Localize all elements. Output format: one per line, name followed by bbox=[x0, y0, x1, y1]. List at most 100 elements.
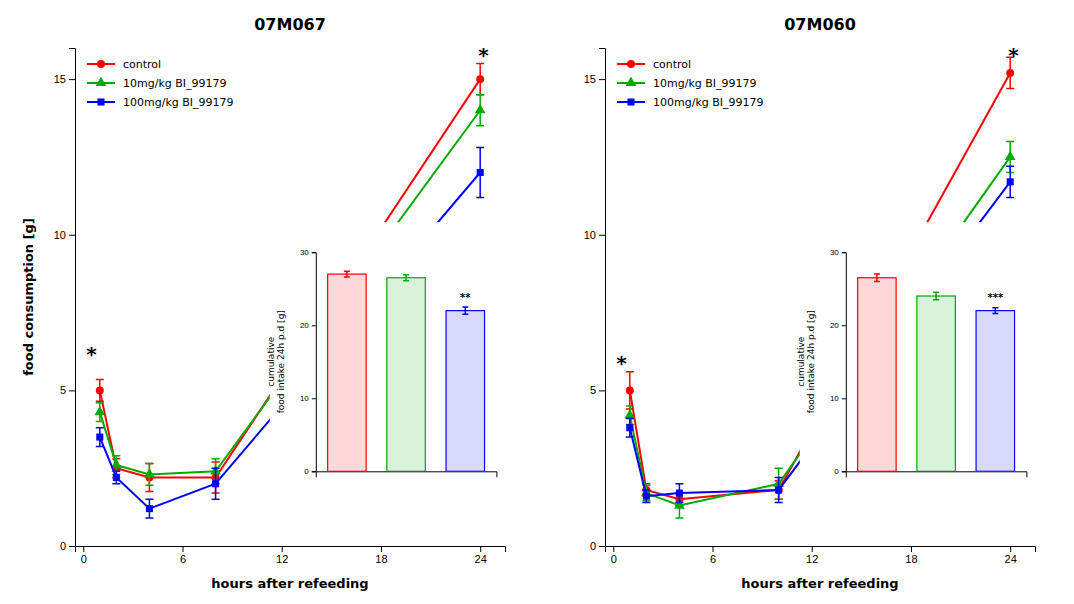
y-tick-mark bbox=[842, 252, 846, 253]
marker bbox=[94, 406, 105, 415]
marker bbox=[212, 480, 219, 487]
y-tick: 0 bbox=[834, 467, 845, 476]
x-axis-title: hours after refeeding bbox=[741, 576, 898, 591]
marker bbox=[96, 386, 104, 394]
y-tick-mark bbox=[312, 398, 316, 399]
x-tick-label: 6 bbox=[180, 553, 186, 565]
legend: control10mg/kg BI_99179100mg/kg BI_99179 bbox=[617, 58, 764, 109]
inset-background bbox=[270, 222, 501, 477]
x-tick: 18 bbox=[905, 546, 917, 565]
x-axis-line bbox=[76, 547, 506, 553]
inset: 0102030**cumulativefood intake 24h p.d [… bbox=[266, 222, 501, 477]
y-axis: 0 5 10 15 bbox=[54, 49, 76, 553]
y-tick-mark bbox=[312, 325, 316, 326]
error-bar bbox=[642, 490, 650, 502]
inset-background bbox=[800, 222, 1031, 477]
y-tick-label: 5 bbox=[590, 384, 596, 396]
marker bbox=[475, 104, 486, 113]
annotation: * bbox=[616, 351, 627, 375]
legend-label: control bbox=[653, 58, 691, 71]
y-tick-mark bbox=[842, 325, 846, 326]
y-tick: 5 bbox=[60, 384, 75, 396]
error-bar bbox=[626, 372, 634, 409]
x-tick-mark bbox=[812, 546, 813, 552]
marker bbox=[775, 486, 783, 494]
marker bbox=[144, 468, 155, 477]
y-tick: 0 bbox=[590, 540, 605, 552]
x-tick-mark bbox=[713, 546, 714, 552]
y-tick: 15 bbox=[54, 73, 75, 85]
title: 07M060 bbox=[784, 15, 856, 34]
marker bbox=[626, 386, 634, 394]
bar bbox=[858, 278, 896, 472]
y-tick-label: 0 bbox=[590, 540, 596, 552]
y-tick: 5 bbox=[590, 384, 605, 396]
error-bar bbox=[145, 499, 153, 518]
y-tick: 20 bbox=[300, 321, 316, 330]
x-tick: 0 bbox=[81, 546, 87, 565]
x-tick-mark bbox=[183, 546, 184, 552]
x-axis-line bbox=[846, 472, 1027, 478]
y-axis-title: cumulativefood intake 24h p.d [g] bbox=[796, 310, 816, 413]
x-tick-label: 0 bbox=[81, 553, 87, 565]
y-tick-mark bbox=[69, 79, 75, 80]
legend-label: control bbox=[123, 58, 161, 71]
y-tick-label: 0 bbox=[834, 467, 839, 476]
y-tick-label: 30 bbox=[830, 248, 839, 257]
y-axis-title-line: food intake 24h p.d [g] bbox=[276, 310, 286, 413]
y-tick: 10 bbox=[54, 229, 75, 241]
error-bar bbox=[344, 271, 350, 277]
marker bbox=[96, 434, 103, 441]
error-bar bbox=[476, 148, 484, 198]
y-tick-label: 10 bbox=[830, 394, 839, 403]
y-tick-label: 0 bbox=[60, 540, 66, 552]
x-axis-line bbox=[606, 547, 1036, 553]
error-bar bbox=[992, 308, 998, 314]
y-tick-label: 10 bbox=[584, 229, 596, 241]
y-axis: 051015 bbox=[584, 49, 606, 553]
error-bar bbox=[96, 428, 104, 447]
y-tick-mark bbox=[69, 390, 75, 391]
panel: 06121824051015**07M067hours after refeed… bbox=[21, 15, 506, 591]
panel: 06121824051015**07M060hours after refeed… bbox=[584, 15, 1036, 591]
y-axis-line bbox=[69, 49, 76, 547]
y-tick-mark bbox=[842, 471, 846, 472]
y-axis-title-line: cumulative bbox=[266, 336, 276, 386]
x-tick-label: 0 bbox=[611, 553, 617, 565]
title: 07M067 bbox=[254, 15, 326, 34]
x-axis bbox=[316, 472, 497, 478]
legend-marker bbox=[626, 77, 637, 86]
error-bar bbox=[462, 307, 468, 314]
y-axis: 0102030 bbox=[300, 248, 316, 476]
bar bbox=[976, 311, 1014, 472]
legend-label: 10mg/kg BI_99179 bbox=[653, 77, 757, 90]
y-axis: 0 10 20 30 bbox=[830, 248, 846, 476]
y-tick-mark bbox=[312, 252, 316, 253]
annotation: * bbox=[1008, 43, 1019, 67]
bar bbox=[328, 274, 366, 471]
error-bar bbox=[145, 464, 153, 492]
plot-area bbox=[858, 274, 1015, 471]
marker bbox=[477, 169, 484, 176]
x-tick: 6 bbox=[180, 546, 186, 565]
error-bar bbox=[476, 64, 484, 95]
marker bbox=[146, 505, 153, 512]
y-tick-mark bbox=[69, 235, 75, 236]
x-tick-label: 6 bbox=[710, 553, 716, 565]
y-tick-mark bbox=[599, 235, 605, 236]
error-bar bbox=[112, 471, 120, 483]
x-tick-label: 18 bbox=[375, 553, 387, 565]
x-axis bbox=[846, 472, 1027, 478]
x-tick: 12 bbox=[276, 546, 288, 565]
y-tick: 30 bbox=[830, 248, 846, 257]
x-tick-mark bbox=[1010, 546, 1011, 552]
legend-item: control bbox=[617, 58, 691, 71]
y-tick-mark bbox=[69, 546, 75, 547]
legend-marker bbox=[97, 60, 105, 68]
error-bar bbox=[212, 468, 220, 499]
legend-marker bbox=[627, 60, 635, 68]
legend-marker bbox=[627, 98, 634, 105]
y-axis-title: cumulativefood intake 24h p.d [g] bbox=[266, 310, 286, 413]
annotation: *** bbox=[987, 292, 1003, 303]
y-tick-label: 20 bbox=[830, 321, 839, 330]
